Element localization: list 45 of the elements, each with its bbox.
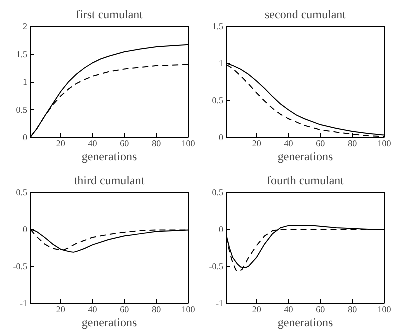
x-tick-label: 20 (56, 138, 66, 148)
x-tick-label: 60 (316, 138, 326, 148)
x-axis-title: generations (82, 316, 138, 330)
y-tick-label: -0.5 (13, 262, 28, 272)
x-tick-label: 80 (152, 138, 162, 148)
y-tick-label: 0.5 (16, 188, 28, 198)
y-tick-label: 1.5 (16, 49, 28, 60)
x-tick-label: 100 (378, 138, 392, 148)
y-tick-label: -0.5 (209, 262, 224, 272)
x-tick-label: 100 (182, 138, 196, 148)
x-tick-label: 100 (182, 304, 196, 314)
x-axis-title: generations (278, 150, 334, 164)
y-tick-label: 1 (219, 58, 224, 68)
y-tick-label: 1.5 (212, 22, 224, 32)
x-tick-label: 60 (316, 304, 326, 314)
x-tick-label: 40 (88, 138, 98, 148)
x-tick-label: 80 (348, 304, 358, 314)
chart-title: first cumulant (76, 8, 144, 22)
y-tick-label: 0 (219, 224, 224, 234)
chart-title: fourth cumulant (267, 174, 345, 188)
y-tick-label: 0.5 (212, 188, 224, 198)
chart-title: second cumulant (265, 8, 347, 22)
y-tick-label: 0.5 (16, 104, 28, 115)
y-tick-label: -1 (20, 298, 28, 308)
x-tick-label: 80 (348, 138, 358, 148)
y-tick-label: 0.5 (212, 96, 224, 106)
x-axis-title: generations (82, 150, 138, 164)
y-tick-label: 0 (219, 132, 224, 142)
x-tick-label: 20 (252, 138, 262, 148)
x-tick-label: 40 (284, 138, 294, 148)
chart-title: third cumulant (74, 174, 146, 188)
x-tick-label: 80 (152, 304, 162, 314)
x-tick-label: 40 (284, 304, 294, 314)
x-tick-label: 60 (120, 304, 130, 314)
x-tick-label: 40 (88, 304, 98, 314)
x-tick-label: 20 (252, 304, 262, 314)
y-tick-label: 0 (23, 224, 28, 234)
y-tick-label: 0 (23, 132, 28, 142)
x-tick-label: 60 (120, 138, 130, 148)
x-axis-title: generations (278, 316, 334, 330)
x-tick-label: 100 (378, 304, 392, 314)
y-tick-label: -1 (216, 298, 224, 308)
y-tick-label: 2 (23, 22, 28, 32)
x-tick-label: 20 (56, 304, 66, 314)
y-tick-label: 1 (23, 77, 28, 87)
